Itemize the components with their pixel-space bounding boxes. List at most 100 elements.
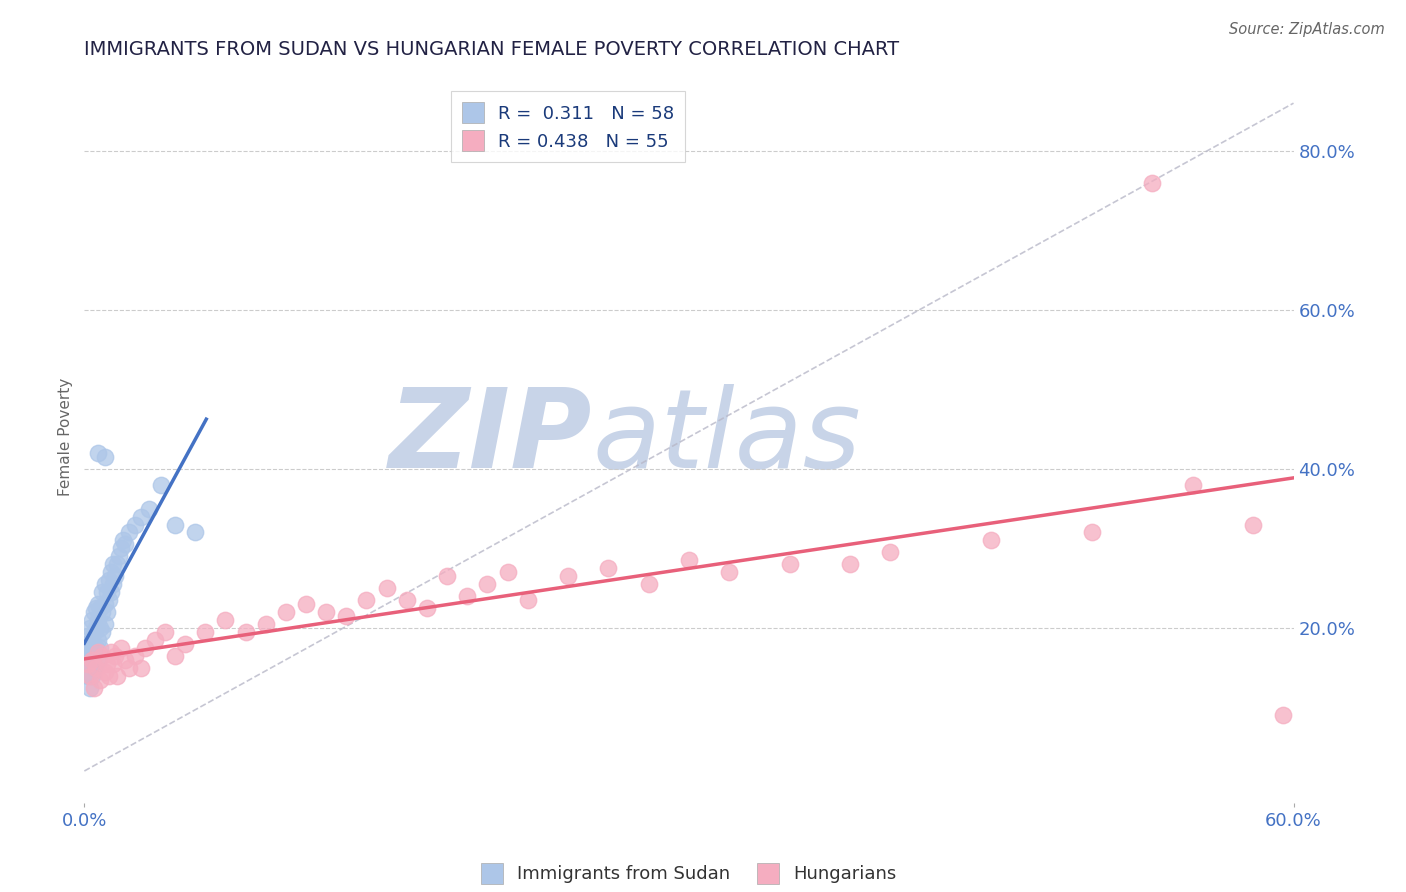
Point <box>97 593 120 607</box>
Point <box>83 660 105 674</box>
Point <box>82 632 104 647</box>
Point <box>779 558 801 572</box>
Point <box>214 613 236 627</box>
Point <box>79 668 101 682</box>
Point <box>637 577 659 591</box>
Point <box>496 566 519 580</box>
Point <box>107 549 129 564</box>
Point <box>335 609 357 624</box>
Point <box>105 558 128 572</box>
Point <box>87 446 110 460</box>
Text: IMMIGRANTS FROM SUDAN VS HUNGARIAN FEMALE POVERTY CORRELATION CHART: IMMIGRANTS FROM SUDAN VS HUNGARIAN FEMAL… <box>84 39 900 59</box>
Point <box>174 637 197 651</box>
Point <box>79 653 101 667</box>
Point <box>100 585 122 599</box>
Point <box>980 533 1002 548</box>
Point <box>82 668 104 682</box>
Point <box>254 616 277 631</box>
Point <box>101 577 124 591</box>
Point <box>86 621 108 635</box>
Point <box>184 525 207 540</box>
Point <box>879 545 901 559</box>
Point <box>274 605 297 619</box>
Point <box>79 621 101 635</box>
Point <box>79 681 101 695</box>
Point <box>111 533 134 548</box>
Point <box>89 673 111 687</box>
Point <box>93 665 115 679</box>
Point <box>1081 525 1104 540</box>
Point <box>91 585 114 599</box>
Point <box>83 681 105 695</box>
Point <box>235 624 257 639</box>
Point <box>77 645 100 659</box>
Point <box>83 624 105 639</box>
Point <box>104 569 127 583</box>
Point <box>100 566 122 580</box>
Point <box>91 605 114 619</box>
Point <box>97 573 120 587</box>
Point <box>149 477 172 491</box>
Point <box>97 668 120 682</box>
Text: atlas: atlas <box>592 384 860 491</box>
Point <box>93 597 115 611</box>
Point <box>416 601 439 615</box>
Point <box>87 645 110 659</box>
Point <box>678 553 700 567</box>
Point <box>356 593 378 607</box>
Point <box>75 657 97 671</box>
Point <box>118 525 141 540</box>
Point <box>138 501 160 516</box>
Point <box>134 640 156 655</box>
Point <box>104 648 127 663</box>
Point <box>129 660 152 674</box>
Point <box>77 665 100 679</box>
Point <box>89 621 111 635</box>
Point <box>83 648 105 663</box>
Point <box>82 613 104 627</box>
Point <box>110 541 132 556</box>
Point <box>114 537 136 551</box>
Point <box>101 558 124 572</box>
Point <box>1272 708 1295 723</box>
Point <box>395 593 418 607</box>
Point <box>77 629 100 643</box>
Point <box>79 640 101 655</box>
Point <box>124 648 146 663</box>
Point <box>1181 477 1204 491</box>
Point <box>86 601 108 615</box>
Point <box>82 653 104 667</box>
Point <box>83 605 105 619</box>
Point <box>86 640 108 655</box>
Point <box>93 616 115 631</box>
Point <box>598 561 620 575</box>
Point <box>89 601 111 615</box>
Point <box>124 517 146 532</box>
Legend: Immigrants from Sudan, Hungarians: Immigrants from Sudan, Hungarians <box>474 855 904 891</box>
Point <box>436 569 458 583</box>
Point <box>87 597 110 611</box>
Point <box>87 653 110 667</box>
Point <box>75 637 97 651</box>
Point <box>105 668 128 682</box>
Point <box>1241 517 1264 532</box>
Point <box>87 632 110 647</box>
Point <box>118 660 141 674</box>
Point <box>91 648 114 663</box>
Point <box>96 585 118 599</box>
Point <box>86 660 108 674</box>
Point <box>77 668 100 682</box>
Point <box>101 657 124 671</box>
Point <box>100 645 122 659</box>
Point <box>89 640 111 655</box>
Point <box>165 648 187 663</box>
Point <box>87 613 110 627</box>
Point <box>375 581 398 595</box>
Point <box>91 624 114 639</box>
Y-axis label: Female Poverty: Female Poverty <box>58 378 73 496</box>
Point <box>96 605 118 619</box>
Point <box>96 657 118 671</box>
Point <box>456 589 478 603</box>
Point <box>129 509 152 524</box>
Point <box>477 577 499 591</box>
